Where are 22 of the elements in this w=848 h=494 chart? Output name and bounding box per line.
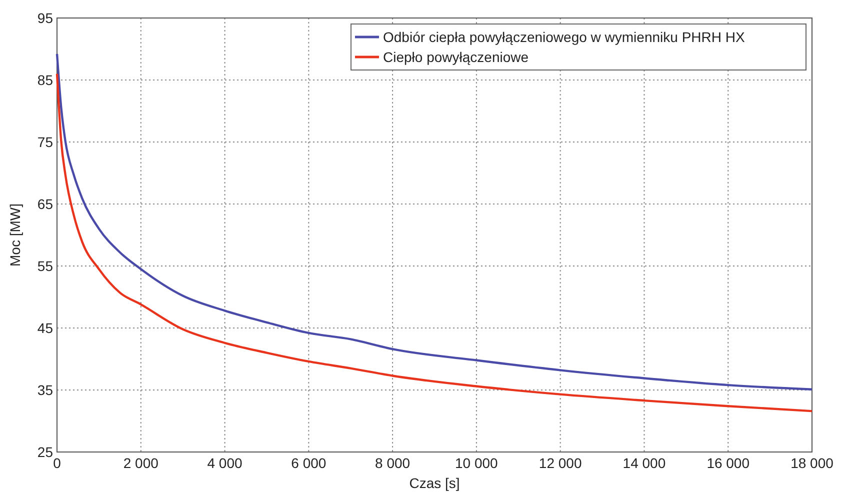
y-tick-label: 85 — [37, 72, 54, 88]
x-tick-label: 18 000 — [790, 455, 834, 471]
y-tick-label: 65 — [37, 196, 54, 212]
y-tick-label: 55 — [37, 258, 54, 274]
legend-label: Odbiór ciepła powyłączeniowego w wymienniku PHRH HX — [383, 29, 746, 45]
x-tick-label: 4 000 — [207, 455, 242, 471]
x-tick-label: 10 000 — [455, 455, 498, 471]
x-tick-label: 6 000 — [291, 455, 326, 471]
y-tick-label: 35 — [37, 382, 54, 398]
x-tick-label: 16 000 — [706, 455, 750, 471]
x-tick-label: 8 000 — [375, 455, 410, 471]
y-tick-label: 75 — [37, 134, 54, 150]
x-tick-label: 2 000 — [123, 455, 159, 471]
legend-label: Ciepło powyłączeniowe — [383, 49, 529, 65]
x-tick-label: 12 000 — [538, 455, 582, 471]
y-axis-title: Moc [MW] — [7, 204, 23, 266]
x-tick-label: 0 — [53, 455, 62, 471]
x-tick-label: 14 000 — [622, 455, 666, 471]
y-tick-label: 45 — [37, 320, 54, 336]
y-tick-label: 95 — [37, 10, 54, 26]
x-axis-title: Czas [s] — [409, 475, 460, 491]
y-tick-label: 25 — [37, 444, 54, 460]
